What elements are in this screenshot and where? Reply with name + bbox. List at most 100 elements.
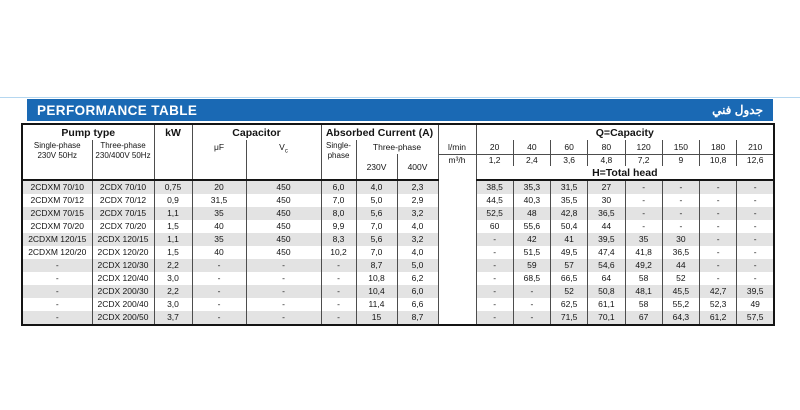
cell-three: 2CDX 70/15 <box>91 207 155 220</box>
cell-a1: - <box>320 259 357 272</box>
cell-head: 45,5 <box>661 285 701 298</box>
cell-a230: 10,8 <box>355 272 398 285</box>
header-absorbed-current: Absorbed Current (A) <box>320 124 439 140</box>
cell-a230: 5,6 <box>355 207 398 220</box>
cell-head: - <box>699 207 738 220</box>
gutter-header-top <box>437 124 477 140</box>
cell-head: 58 <box>624 272 663 285</box>
capacity-m3h-value: 2,4 <box>512 154 552 166</box>
cell-head: 55,6 <box>512 220 552 233</box>
cell-head: 27 <box>587 180 626 194</box>
cell-head: - <box>624 207 663 220</box>
capacity-m3h-value: 7,2 <box>624 154 663 166</box>
cell-head: 70,1 <box>587 311 626 325</box>
cell-head: 55,2 <box>661 298 701 311</box>
cell-head: 67 <box>624 311 663 325</box>
cell-head: 42 <box>512 233 552 246</box>
header-pump-type: Pump type <box>21 124 155 140</box>
cell-head: - <box>736 194 775 207</box>
cell-head: 48,1 <box>624 285 663 298</box>
cell-a230: 11,4 <box>355 298 398 311</box>
capacity-m3h-value: 12,6 <box>736 154 775 166</box>
table-row: -2CDX 200/40 3,0- - -11,4 6,6- -62,5 61,1 58 55,… <box>21 298 775 311</box>
cell-kw: 0,75 <box>153 180 193 194</box>
cell-head: 50,8 <box>587 285 626 298</box>
cell-head: 35,5 <box>550 194 589 207</box>
table-row: -2CDX 120/30 2,2- - -8,7 5,0-59 57 54,6 49,2 44-… <box>21 259 775 272</box>
cell-head: - <box>512 285 552 298</box>
cell-uf: - <box>191 298 247 311</box>
cell-head: 30 <box>587 194 626 207</box>
cell-head: - <box>661 220 701 233</box>
capacity-m3h-value: 4,8 <box>587 154 626 166</box>
gutter-cell <box>437 272 477 285</box>
gutter-cell <box>437 194 477 207</box>
cell-head: 42,7 <box>699 285 738 298</box>
cell-head: 44,5 <box>475 194 514 207</box>
cell-a1: 6,0 <box>320 180 357 194</box>
cell-three: 2CDX 200/30 <box>91 285 155 298</box>
cell-head: 52 <box>661 272 701 285</box>
header-three-phase-pump: Three-phase 230/400V 50Hz <box>91 140 155 181</box>
header-uf: μF <box>191 140 247 181</box>
cell-head: - <box>661 180 701 194</box>
cell-single: 2CDXM 70/10 <box>21 180 93 194</box>
cell-head: 35 <box>624 233 663 246</box>
cell-vc: 450 <box>245 220 322 233</box>
cell-a400: 3,2 <box>396 207 439 220</box>
cell-head: - <box>736 246 775 259</box>
capacity-m3h-value: 3,6 <box>550 154 589 166</box>
cell-a1: - <box>320 285 357 298</box>
table-row: 2CDXM 120/20 2CDX 120/20 1,5 40 450 10,2 7,0 4,… <box>21 246 775 259</box>
header-total-head: H=Total head <box>475 166 775 181</box>
cell-uf: 40 <box>191 220 247 233</box>
cell-vc: 450 <box>245 180 322 194</box>
cell-head: - <box>661 194 701 207</box>
cell-vc: - <box>245 272 322 285</box>
header-230v: 230V <box>355 154 398 181</box>
header-capacitor: Capacitor <box>191 124 322 140</box>
cell-uf: - <box>191 259 247 272</box>
cell-head: 36,5 <box>661 246 701 259</box>
capacity-lmin-value: 180 <box>699 140 738 155</box>
cell-head: - <box>699 233 738 246</box>
cell-a400: 3,2 <box>396 233 439 246</box>
gutter-cell <box>437 233 477 246</box>
header-vc: Vc <box>245 140 322 181</box>
header-abs-three-phase: Three-phase <box>355 140 439 154</box>
cell-kw: 1,1 <box>153 233 193 246</box>
cell-head: 58 <box>624 298 663 311</box>
gutter-cell <box>437 298 477 311</box>
cell-head: 71,5 <box>550 311 589 325</box>
table-row: -2CDX 200/30 2,2- - -10,4 6,0- -52 50,8 48,1 45,… <box>21 285 775 298</box>
cell-a230: 5,6 <box>355 233 398 246</box>
cell-kw: 1,5 <box>153 220 193 233</box>
cell-vc: 450 <box>245 207 322 220</box>
cell-vc: 450 <box>245 246 322 259</box>
cell-head: - <box>475 233 514 246</box>
table-row: -2CDX 120/40 3,0- - -10,8 6,2-68,5 66,5 64 58 52… <box>21 272 775 285</box>
cell-a1: - <box>320 272 357 285</box>
cell-head: 68,5 <box>512 272 552 285</box>
cell-a230: 15 <box>355 311 398 325</box>
header-kw: kW <box>153 124 193 181</box>
cell-a400: 5,0 <box>396 259 439 272</box>
cell-three: 2CDX 120/30 <box>91 259 155 272</box>
cell-a1: 10,2 <box>320 246 357 259</box>
cell-kw: 3,0 <box>153 298 193 311</box>
cell-single: - <box>21 311 93 325</box>
cell-a230: 5,0 <box>355 194 398 207</box>
cell-a230: 10,4 <box>355 285 398 298</box>
cell-head: 48 <box>512 207 552 220</box>
cell-three: 2CDX 200/50 <box>91 311 155 325</box>
gutter-header-bottom <box>437 166 477 180</box>
capacity-lmin-value: 120 <box>624 140 663 155</box>
cell-single: - <box>21 298 93 311</box>
cell-uf: 40 <box>191 246 247 259</box>
cell-head: - <box>736 259 775 272</box>
cell-a1: - <box>320 311 357 325</box>
cell-head: - <box>475 285 514 298</box>
cell-vc: - <box>245 285 322 298</box>
cell-uf: 35 <box>191 207 247 220</box>
cell-single: 2CDXM 70/12 <box>21 194 93 207</box>
